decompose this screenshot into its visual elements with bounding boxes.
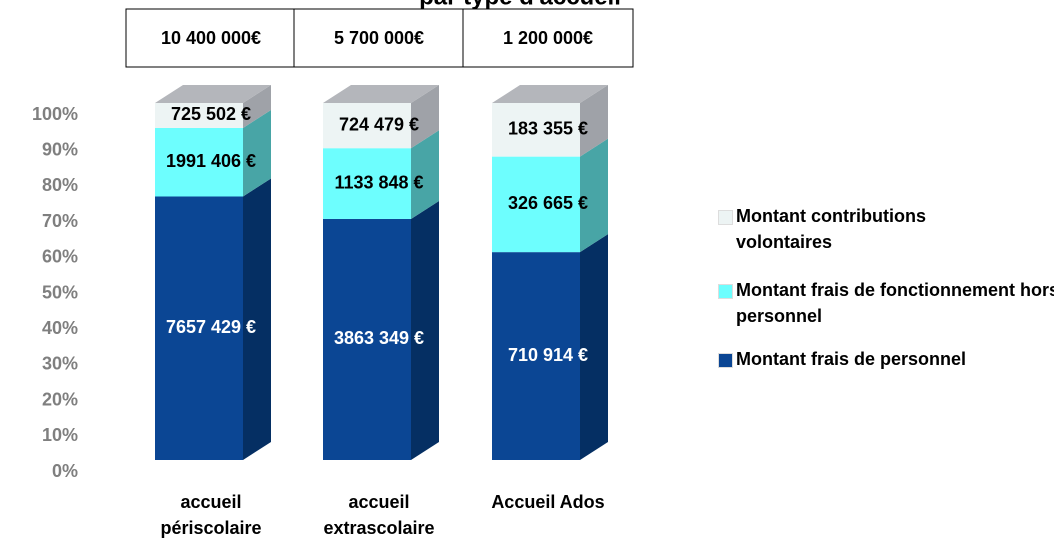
y-tick-label: 100% <box>32 104 78 124</box>
bar-segment <box>492 103 580 157</box>
data-label: 326 665 € <box>508 193 588 213</box>
bar-top <box>155 85 271 103</box>
bar-segment <box>155 196 243 461</box>
legend-swatch <box>718 284 733 299</box>
bar-top <box>323 85 439 103</box>
bar-segment <box>492 156 580 253</box>
total-label: 5 700 000€ <box>334 28 424 48</box>
total-label: 10 400 000€ <box>161 28 261 48</box>
bar-side <box>580 234 608 460</box>
y-tick-label: 80% <box>42 175 78 195</box>
y-tick-label: 20% <box>42 389 78 409</box>
legend-text: Montant frais de fonctionnement hors per… <box>736 280 1054 326</box>
bar-side <box>243 85 271 128</box>
chart-title: par type d'accueil <box>419 0 621 10</box>
legend-entry: Montant frais de fonctionnement hors per… <box>718 277 1054 329</box>
y-tick-label: 10% <box>42 425 78 445</box>
total-box <box>125 8 297 68</box>
bar-side <box>411 85 439 149</box>
bar-segment <box>323 218 411 460</box>
data-label: 1991 406 € <box>166 151 256 171</box>
y-tick-label: 40% <box>42 318 78 338</box>
y-tick-label: 70% <box>42 211 78 231</box>
bar-segment <box>155 103 243 128</box>
bar-side <box>580 85 608 157</box>
legend-swatch <box>718 353 733 368</box>
legend-swatch <box>718 210 733 225</box>
total-label: 1 200 000€ <box>503 28 593 48</box>
bar-side <box>243 109 271 197</box>
y-tick-label: 0% <box>52 461 78 481</box>
bar-side <box>243 178 271 461</box>
y-tick-label: 50% <box>42 282 78 302</box>
legend-entry: Montant frais de personnel <box>718 346 1054 372</box>
bar-side <box>411 200 439 460</box>
data-label: 710 914 € <box>508 345 588 365</box>
y-tick-label: 30% <box>42 354 78 374</box>
total-box <box>462 8 634 68</box>
x-tick-label: accueil périscolaire <box>160 492 262 538</box>
data-label: 3863 349 € <box>334 328 424 348</box>
data-label: 724 479 € <box>339 114 419 134</box>
y-tick-label: 90% <box>42 139 78 159</box>
legend-entry: Montant contributions volontaires <box>718 203 976 255</box>
data-label: 1133 848 € <box>334 172 423 192</box>
legend-text: Montant contributions volontaires <box>736 206 926 252</box>
x-tick-label: Accueil Ados <box>491 492 605 512</box>
bar-side <box>580 138 608 253</box>
bar-segment <box>323 103 411 149</box>
data-label: 183 355 € <box>508 119 588 139</box>
bar-segment <box>492 252 580 460</box>
x-tick-label: accueil extrascolaire <box>323 492 435 538</box>
bar-segment <box>155 127 243 197</box>
y-tick-label: 60% <box>42 247 78 267</box>
legend-text: Montant frais de personnel <box>736 349 967 369</box>
bar-side <box>411 130 439 219</box>
data-label: 7657 429 € <box>166 317 256 337</box>
data-label: 725 502 € <box>171 104 251 124</box>
bar-top <box>492 85 608 103</box>
bar-segment <box>323 148 411 219</box>
